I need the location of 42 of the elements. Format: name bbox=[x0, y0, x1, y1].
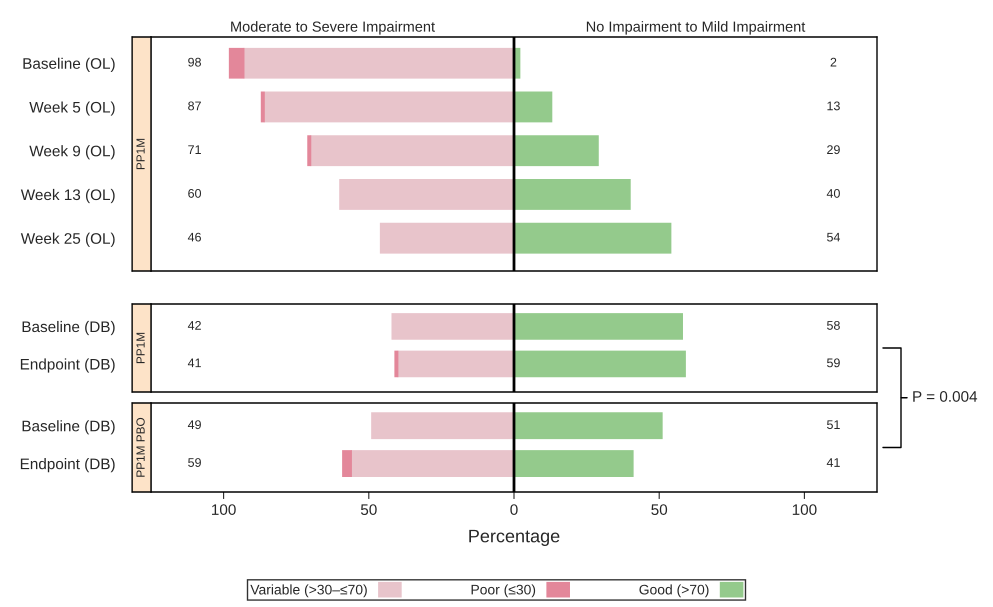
x-tick-label: 50 bbox=[360, 504, 377, 516]
legend-label: Poor (≤30) bbox=[472, 584, 536, 598]
y-tick-label: Baseline (DB) bbox=[22, 320, 115, 336]
annotation: 42 bbox=[188, 320, 201, 330]
annotation: 49 bbox=[188, 420, 201, 430]
x-tick-label: 50 bbox=[651, 504, 668, 516]
annotation: 41 bbox=[826, 458, 840, 467]
x-tick-label: 100 bbox=[792, 504, 817, 516]
legend-label: Good (>70) bbox=[639, 584, 709, 598]
x-tick-label: 0 bbox=[510, 504, 518, 516]
text: PP1M PBO bbox=[136, 418, 145, 477]
y-tick-label: Endpoint (DB) bbox=[20, 458, 115, 472]
annotation: 54 bbox=[826, 232, 840, 242]
y-tick-label: Endpoint (DB) bbox=[20, 358, 115, 373]
annotation: 41 bbox=[188, 358, 201, 368]
y-tick-label: Week 5 (OL) bbox=[29, 101, 115, 116]
annotation: 59 bbox=[826, 358, 840, 368]
annotation: 40 bbox=[826, 188, 840, 198]
y-tick-label: Week 25 (OL) bbox=[20, 232, 115, 247]
text: No Impairment to Mild Impairment bbox=[586, 21, 806, 35]
text: PP1M bbox=[136, 332, 145, 364]
x-tick-label: 100 bbox=[212, 504, 236, 516]
annotation: 46 bbox=[188, 232, 201, 242]
y-tick-label: Week 9 (OL) bbox=[29, 145, 115, 160]
annotation: 59 bbox=[188, 458, 201, 467]
annotation: 87 bbox=[188, 101, 201, 110]
annotation: 71 bbox=[188, 145, 201, 154]
annotation: 13 bbox=[827, 101, 840, 110]
legend-label: Variable (>30–≤70) bbox=[250, 584, 367, 598]
annotation: 29 bbox=[827, 145, 840, 154]
text: PP1M bbox=[136, 138, 145, 170]
y-tick-label: Week 13 (OL) bbox=[20, 188, 115, 204]
x-axis-title: Percentage bbox=[469, 530, 560, 546]
y-tick-label: Baseline (OL) bbox=[23, 58, 115, 72]
annotation: 51 bbox=[826, 420, 840, 430]
text: Moderate to Severe Impairment bbox=[231, 21, 435, 35]
annotation: 2 bbox=[830, 58, 836, 66]
annotation: 60 bbox=[188, 188, 202, 198]
text: P = 0.004 bbox=[913, 391, 978, 402]
annotation: 58 bbox=[826, 320, 840, 330]
y-tick-label: Baseline (DB) bbox=[22, 420, 115, 434]
annotation: 98 bbox=[188, 58, 201, 67]
